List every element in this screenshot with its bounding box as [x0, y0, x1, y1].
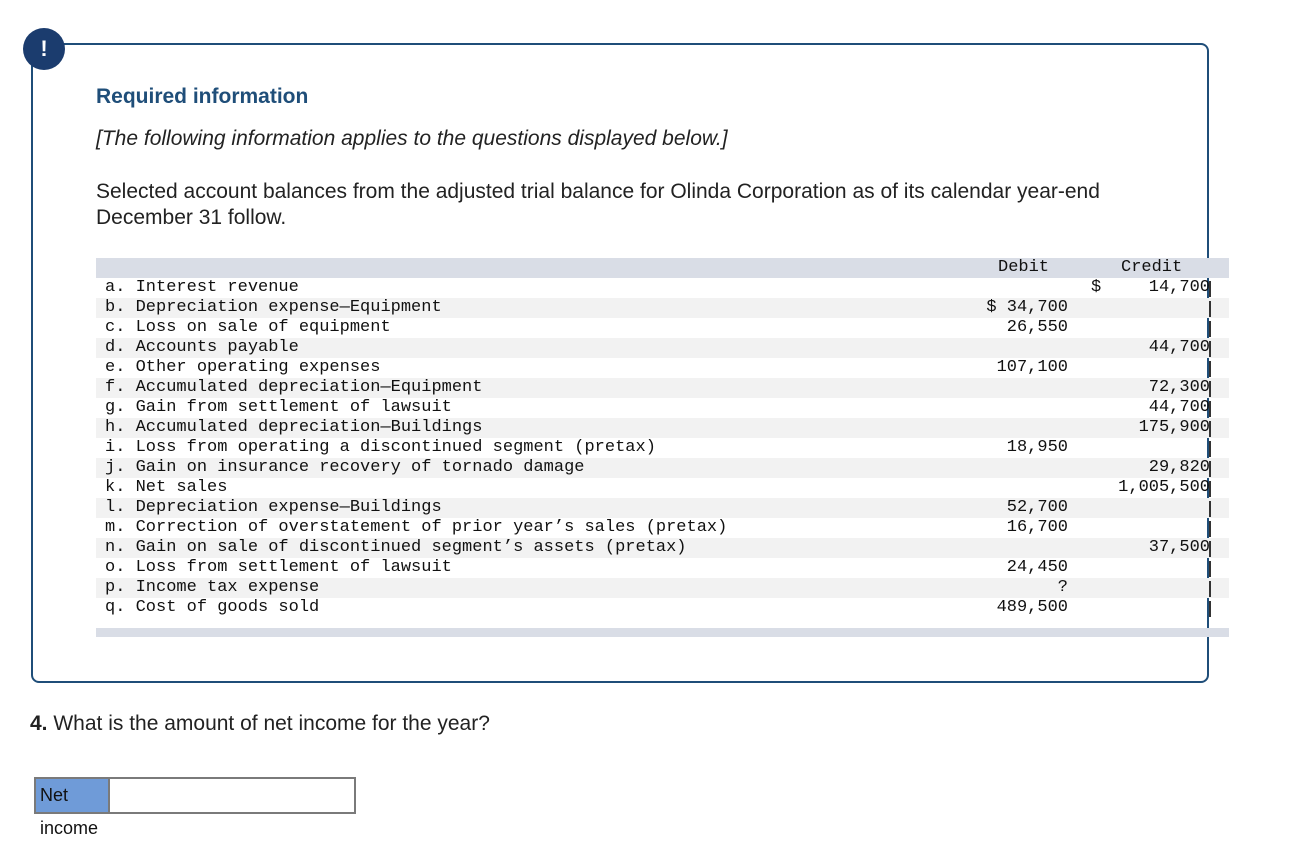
- account-name: f. Accumulated depreciation—Equipment: [105, 378, 483, 397]
- question-number: 4.: [30, 712, 48, 735]
- debit-amount: 52,700: [1006, 498, 1068, 517]
- trial-balance-row: i. Loss from operating a discontinued se…: [96, 438, 1229, 458]
- credit-amount: 175,900: [1138, 418, 1210, 437]
- trial-balance-footer-bar: [96, 628, 1229, 637]
- debit-amount: ?: [1057, 578, 1068, 597]
- account-name: l. Depreciation expense—Buildings: [105, 498, 442, 517]
- trial-balance-row: f. Accumulated depreciation—Equipment 72,…: [96, 378, 1229, 398]
- credit-header: Credit: [1121, 258, 1183, 277]
- question-text: 4. What is the amount of net income for …: [30, 712, 490, 736]
- trial-balance-row: d. Accounts payable 44,700: [96, 338, 1229, 358]
- text-cursor-icon: [1209, 301, 1211, 317]
- account-name: c. Loss on sale of equipment: [105, 318, 391, 337]
- trial-balance-row: g. Gain from settlement of lawsuit 44,700: [96, 398, 1229, 418]
- trial-balance-row: c. Loss on sale of equipment 26,550: [96, 318, 1229, 338]
- account-name: h. Accumulated depreciation—Buildings: [105, 418, 483, 437]
- text-cursor-icon: [1209, 481, 1211, 497]
- debit-amount: 16,700: [1006, 518, 1068, 537]
- text-cursor-icon: [1209, 461, 1211, 477]
- text-cursor-icon: [1209, 541, 1211, 557]
- trial-balance-row: o. Loss from settlement of lawsuit 24,450: [96, 558, 1229, 578]
- text-cursor-icon: [1209, 381, 1211, 397]
- credit-amount: 37,500: [1148, 538, 1210, 557]
- trial-balance-body: a. Interest revenue $14,700 b. Depreciatio…: [96, 278, 1229, 618]
- trial-balance-row: a. Interest revenue $14,700: [96, 278, 1229, 298]
- account-name: a. Interest revenue: [105, 278, 299, 297]
- debit-amount: 26,550: [1006, 318, 1068, 337]
- account-name: g. Gain from settlement of lawsuit: [105, 398, 452, 417]
- text-cursor-icon: [1209, 601, 1211, 617]
- debit-amount: 107,100: [996, 358, 1068, 377]
- text-cursor-icon: [1209, 401, 1211, 417]
- net-income-label: Net income: [36, 779, 110, 838]
- text-cursor-icon: [1209, 441, 1211, 457]
- credit-amount: 29,820: [1148, 458, 1210, 477]
- net-income-input-wrap: [110, 779, 354, 812]
- account-name: q. Cost of goods sold: [105, 598, 320, 617]
- text-cursor-icon: [1209, 521, 1211, 537]
- text-cursor-icon: [1209, 581, 1211, 597]
- trial-balance-row: j. Gain on insurance recovery of tornado…: [96, 458, 1229, 478]
- panel-note: [The following information applies to th…: [96, 127, 728, 150]
- debit-amount: 489,500: [996, 598, 1068, 617]
- debit-amount: $ 34,700: [986, 298, 1068, 317]
- trial-balance-row: k. Net sales 1,005,500: [96, 478, 1229, 498]
- account-name: k. Net sales: [105, 478, 228, 497]
- trial-balance-row: l. Depreciation expense—Buildings 52,700: [96, 498, 1229, 518]
- credit-dollar-sign: $: [1091, 278, 1102, 297]
- trial-balance-table: Debit Credit a. Interest revenue $14,700 b…: [96, 258, 1229, 637]
- account-name: o. Loss from settlement of lawsuit: [105, 558, 452, 577]
- credit-amount: 72,300: [1148, 378, 1210, 397]
- trial-balance-row: h. Accumulated depreciation—Buildings 175…: [96, 418, 1229, 438]
- text-cursor-icon: [1209, 361, 1211, 377]
- account-name: m. Correction of overstatement of prior …: [105, 518, 728, 537]
- credit-amount: 1,005,500: [1118, 478, 1210, 497]
- credit-amount: 14,700: [1148, 278, 1210, 297]
- trial-balance-header: Debit Credit: [96, 258, 1229, 278]
- account-name: j. Gain on insurance recovery of tornado…: [105, 458, 585, 477]
- text-cursor-icon: [1209, 321, 1211, 337]
- trial-balance-row: q. Cost of goods sold 489,500: [96, 598, 1229, 618]
- account-name: b. Depreciation expense—Equipment: [105, 298, 442, 317]
- debit-header: Debit: [998, 258, 1050, 277]
- text-cursor-icon: [1209, 561, 1211, 577]
- account-name: n. Gain on sale of discontinued segment’…: [105, 538, 687, 557]
- trial-balance-row: m. Correction of overstatement of prior …: [96, 518, 1229, 538]
- trial-balance-row: b. Depreciation expense—Equipment $ 34,70…: [96, 298, 1229, 318]
- trial-balance-row: n. Gain on sale of discontinued segment’…: [96, 538, 1229, 558]
- text-cursor-icon: [1209, 501, 1211, 517]
- panel-intro: Selected account balances from the adjus…: [96, 180, 1100, 229]
- question-prompt: What is the amount of net income for the…: [47, 712, 490, 735]
- credit-amount: 44,700: [1148, 398, 1210, 417]
- trial-balance-row: p. Income tax expense?: [96, 578, 1229, 598]
- text-cursor-icon: [1209, 421, 1211, 437]
- account-name: d. Accounts payable: [105, 338, 299, 357]
- text-cursor-icon: [1209, 341, 1211, 357]
- required-information-panel: Required information [The following info…: [31, 43, 1229, 683]
- text-cursor-icon: [1209, 281, 1211, 297]
- net-income-answer-row: Net income: [34, 777, 356, 838]
- credit-amount: 44,700: [1148, 338, 1210, 357]
- alert-icon: !: [23, 28, 65, 70]
- net-income-input[interactable]: [110, 779, 354, 812]
- panel-heading: Required information: [96, 85, 309, 108]
- account-name: i. Loss from operating a discontinued se…: [105, 438, 656, 457]
- account-name: p. Income tax expense: [105, 578, 320, 597]
- debit-amount: 18,950: [1006, 438, 1068, 457]
- account-name: e. Other operating expenses: [105, 358, 381, 377]
- debit-amount: 24,450: [1006, 558, 1068, 577]
- trial-balance-row: e. Other operating expenses 107,100: [96, 358, 1229, 378]
